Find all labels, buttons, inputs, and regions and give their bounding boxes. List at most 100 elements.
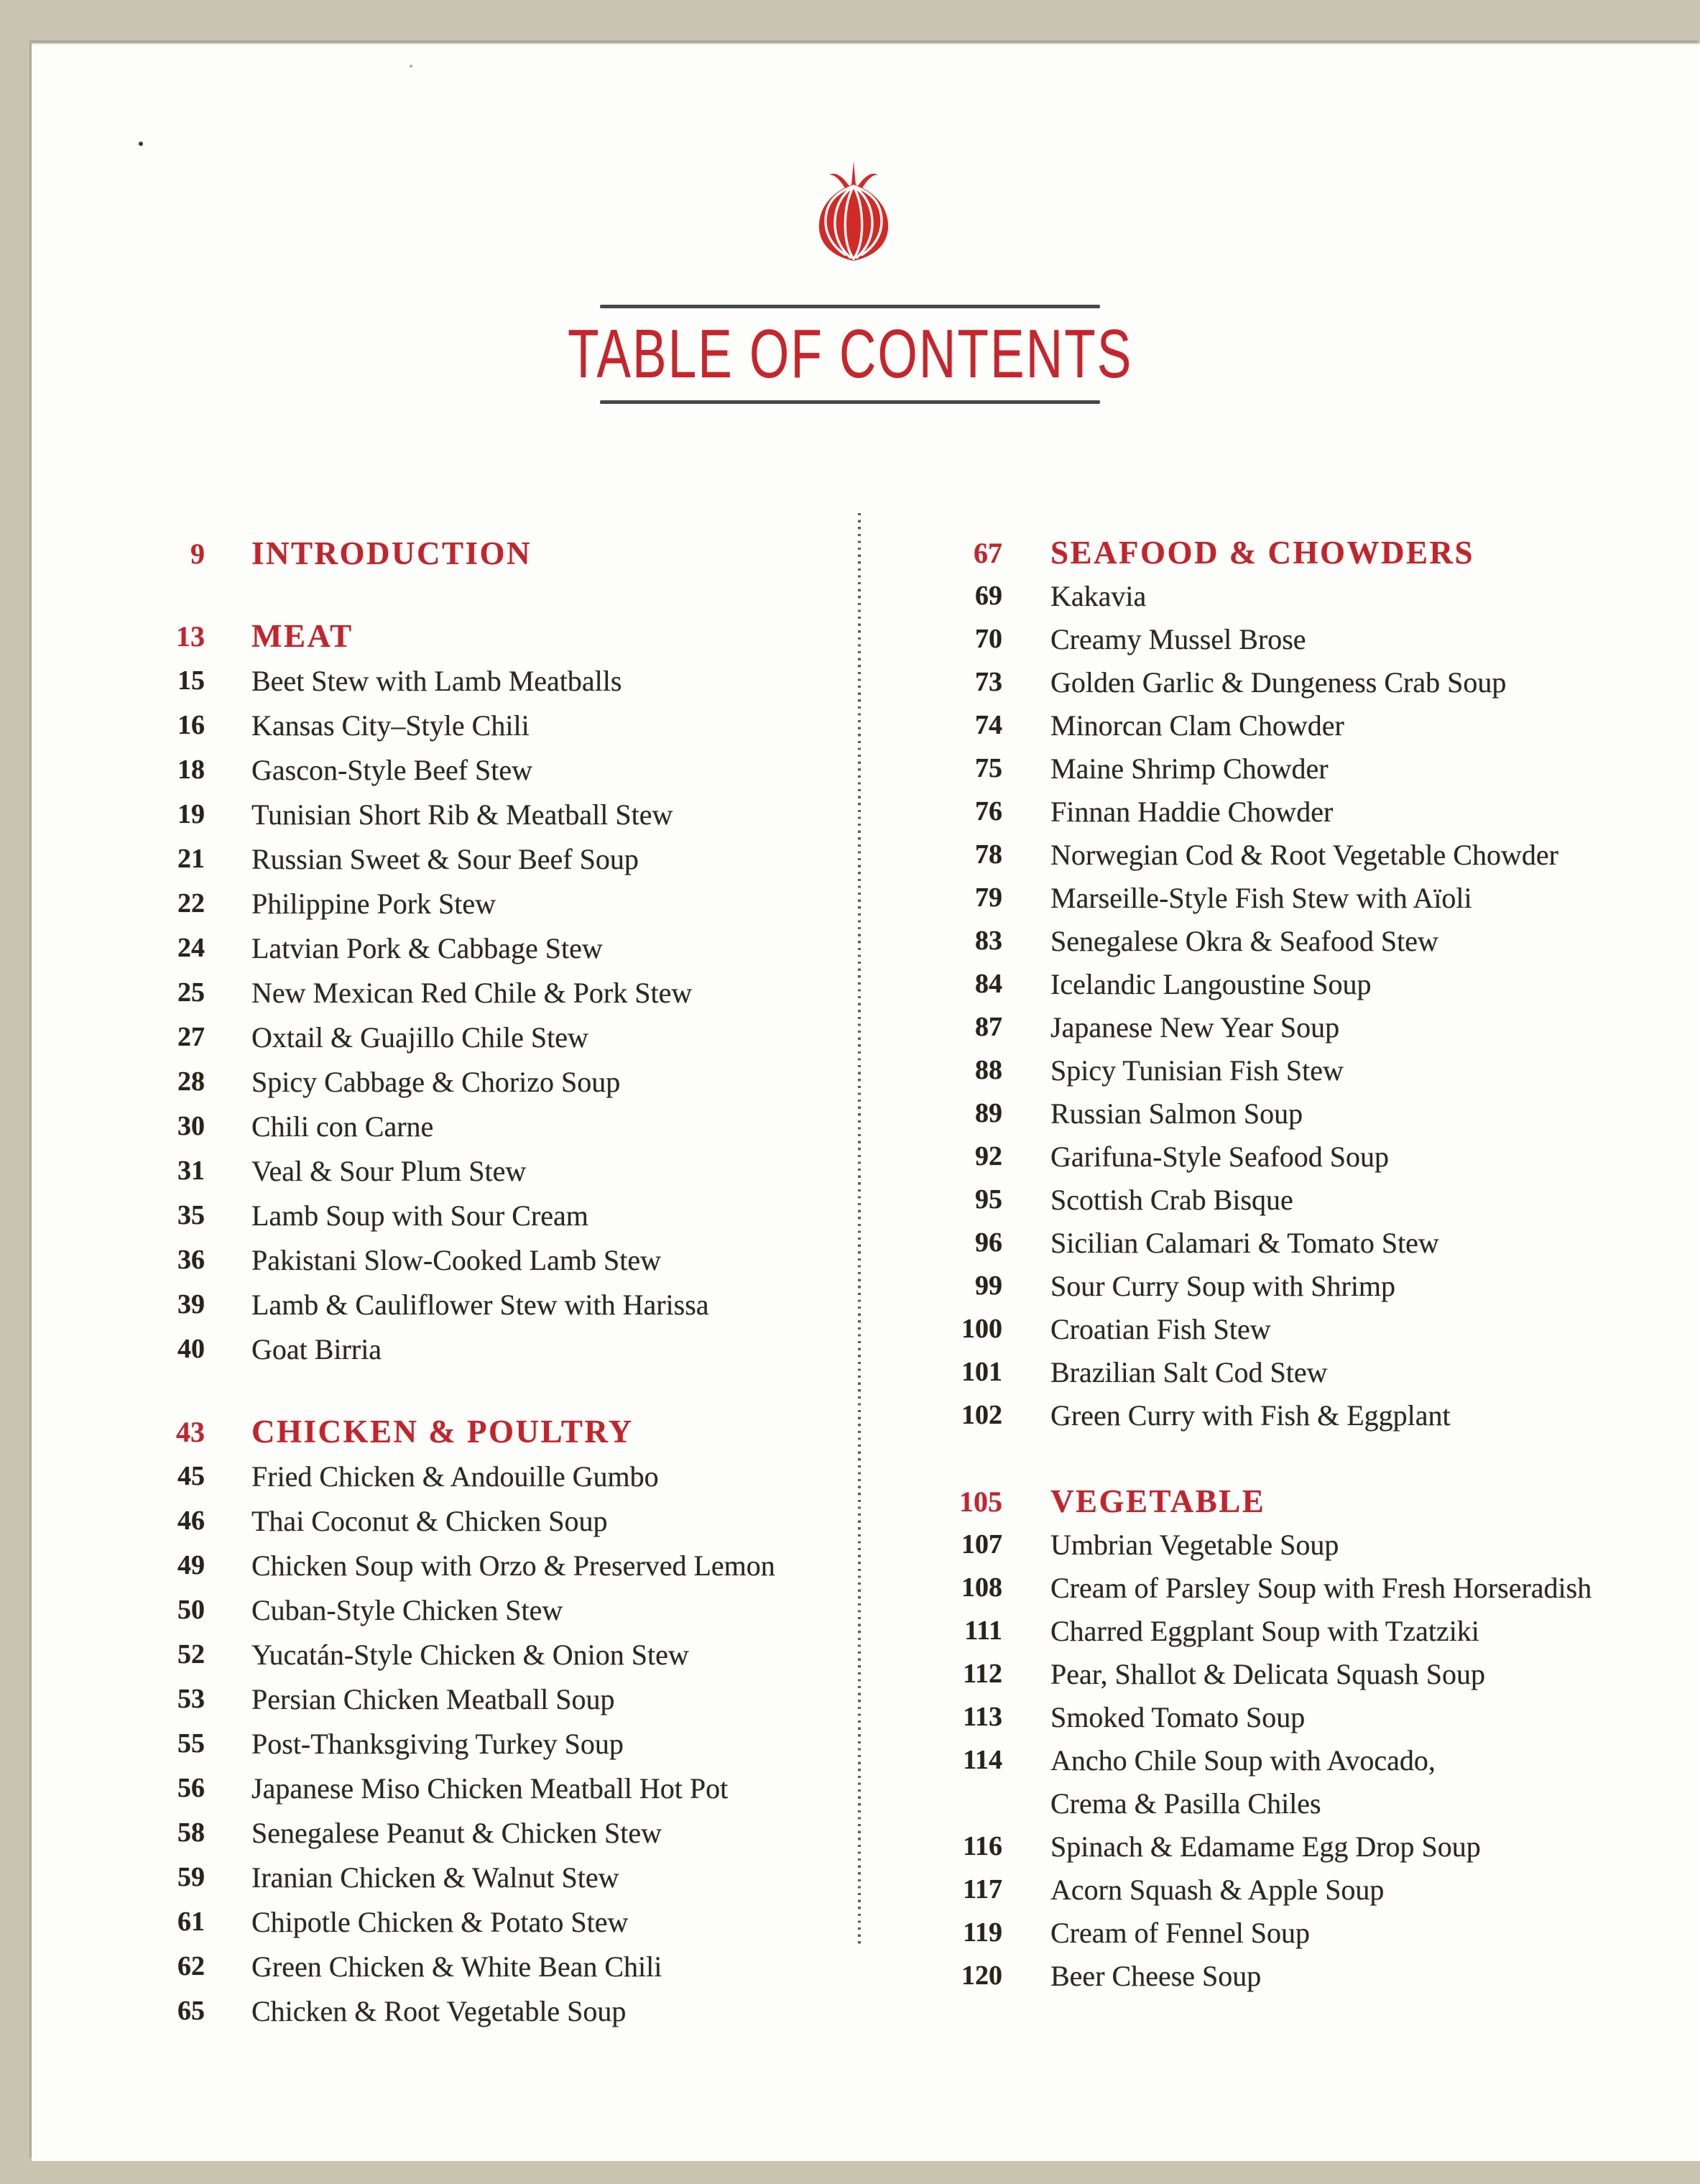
toc-entry-row: 114 Ancho Chile Soup with Avocado, [904,1738,1694,1782]
entry-title: Maine Shrimp Chowder [1050,752,1329,785]
entry-page-number: 18 [177,755,205,785]
entry-title: Creamy Mussel Brose [1050,622,1306,655]
title-bottom-rule [600,400,1100,404]
toc-entry-row: 119 Cream of Fennel Soup [904,1911,1694,1954]
entry-page-number: 116 [963,1831,1002,1861]
entry-page-number: 16 [177,710,205,740]
entry-page-number: 100 [961,1314,1002,1344]
entry-page-number: 69 [975,581,1002,611]
entry-title: Beet Stew with Lamb Meatballs [251,664,622,697]
entry-title: Finnan Haddie Chowder [1050,795,1334,828]
entry-title: Veal & Sour Plum Stew [251,1154,527,1187]
page-header: TABLE OF CONTENTS [568,305,1131,404]
entry-page-number: 36 [177,1245,205,1275]
toc-entry-row: 55 Post-Thanksgiving Turkey Soup [108,1721,866,1766]
entry-title: Thai Coconut & Chicken Soup [251,1504,608,1537]
toc-section-row: 105 VEGETABLE [904,1480,1694,1523]
paper-sheet [32,43,1700,2161]
toc-entry-row: 89 Russian Salmon Soup [904,1092,1694,1135]
entry-page-number: 40 [177,1334,205,1364]
entry-title: Tunisian Short Rib & Meatball Stew [251,798,673,831]
toc-entry-row: 69 Kakavia [904,574,1694,617]
entry-page-number: 56 [177,1773,205,1803]
toc-entry-row: 46 Thai Coconut & Chicken Soup [108,1498,866,1543]
entry-title: Post-Thanksgiving Turkey Soup [251,1727,624,1760]
entry-page-number: 19 [177,799,205,829]
toc-entry-row: 52 Yucatán-Style Chicken & Onion Stew [108,1632,866,1677]
toc-entry-row: 112 Pear, Shallot & Delicata Squash Soup [904,1652,1694,1695]
toc-entry-row: 101 Brazilian Salt Cod Stew [904,1350,1694,1393]
entry-title: Norwegian Cod & Root Vegetable Chowder [1050,838,1558,871]
toc-entry-row: 95 Scottish Crab Bisque [904,1178,1694,1221]
toc-entry-row: 73 Golden Garlic & Dungeness Crab Soup [904,660,1694,704]
section-title: SEAFOOD & CHOWDERS [1050,535,1475,571]
entry-title: Spinach & Edamame Egg Drop Soup [1050,1830,1481,1863]
toc-entry-row: 79 Marseille-Style Fish Stew with Aïoli [904,876,1694,919]
entry-title: Kansas City–Style Chili [251,709,530,742]
entry-title: Pakistani Slow-Cooked Lamb Stew [251,1243,661,1276]
entry-page-number: 111 [964,1616,1002,1646]
toc-entry-row: 102 Green Curry with Fish & Eggplant [904,1393,1694,1437]
title-wrap: TABLE OF CONTENTS [568,308,1131,400]
entry-page-number: 58 [177,1817,205,1848]
entry-title: Japanese New Year Soup [1050,1010,1340,1043]
entry-page-number: 88 [975,1055,1002,1085]
toc-entry-row: 45 Fried Chicken & Andouille Gumbo [108,1454,866,1498]
page-title: TABLE OF CONTENTS [567,315,1133,392]
toc-entry-row: 25 New Mexican Red Chile & Pork Stew [108,970,866,1015]
entry-title: Minorcan Clam Chowder [1050,709,1344,742]
entry-title: Garifuna-Style Seafood Soup [1050,1140,1390,1173]
entry-title: Pear, Shallot & Delicata Squash Soup [1050,1657,1485,1690]
entry-page-number: 50 [177,1595,205,1625]
entry-title: Brazilian Salt Cod Stew [1050,1355,1328,1388]
entry-page-number: 31 [177,1156,205,1186]
toc-entry-row: 21 Russian Sweet & Sour Beef Soup [108,837,866,881]
entry-title: Croatian Fish Stew [1050,1312,1271,1345]
entry-page-number: 96 [975,1227,1002,1258]
entry-page-number: 25 [177,977,205,1008]
entry-page-number: 45 [177,1461,205,1491]
scan-speck [139,142,143,146]
toc-entry-row: 83 Senegalese Okra & Seafood Stew [904,919,1694,962]
entry-page-number: 112 [963,1659,1002,1689]
entry-page-number: 74 [975,710,1002,740]
entry-page-number: 119 [963,1917,1002,1948]
toc-entry-row: 27 Oxtail & Guajillo Chile Stew [108,1015,866,1059]
toc-entry-row: 24 Latvian Pork & Cabbage Stew [108,926,866,970]
entry-title: Umbrian Vegetable Soup [1050,1528,1339,1561]
entry-title: Russian Sweet & Sour Beef Soup [251,842,639,875]
toc-entry-row: 39 Lamb & Cauliflower Stew with Harissa [108,1282,866,1327]
toc-entry-row: 31 Veal & Sour Plum Stew [108,1148,866,1193]
toc-entry-row: 107 Umbrian Vegetable Soup [904,1523,1694,1566]
entry-title: Spicy Cabbage & Chorizo Soup [251,1065,621,1098]
entry-page-number: 59 [177,1862,205,1892]
entry-page-number: 99 [975,1271,1002,1301]
toc-entry-row: 56 Japanese Miso Chicken Meatball Hot Pot [108,1766,866,1810]
toc-entry-row: 111 Charred Eggplant Soup with Tzatziki [904,1609,1694,1652]
entry-page-number: 39 [177,1289,205,1319]
entry-title: Spicy Tunisian Fish Stew [1050,1054,1344,1087]
section-page-number: 13 [176,619,205,653]
entry-page-number: 76 [975,796,1002,826]
entry-page-number: 65 [177,1996,205,2026]
entry-title: Cuban-Style Chicken Stew [251,1593,563,1626]
entry-page-number: 75 [975,753,1002,783]
entry-title: Gascon-Style Beef Stew [251,753,533,786]
entry-page-number: 70 [975,624,1002,654]
entry-title: Scottish Crab Bisque [1050,1183,1293,1216]
entry-page-number: 107 [961,1529,1002,1559]
entry-title: Philippine Pork Stew [251,887,496,920]
entry-page-number: 52 [177,1639,205,1669]
toc-entry-row: 58 Senegalese Peanut & Chicken Stew [108,1810,866,1855]
entry-page-number: 15 [177,665,205,696]
column-divider-dotted [858,513,861,1945]
entry-title: Green Chicken & White Bean Chili [251,1950,662,1983]
toc-entry-row: 30 Chili con Carne [108,1104,866,1148]
toc-entry-row: 78 Norwegian Cod & Root Vegetable Chowder [904,833,1694,876]
toc-entry-row: 59 Iranian Chicken & Walnut Stew [108,1855,866,1899]
toc-entry-row: 87 Japanese New Year Soup [904,1005,1694,1049]
entry-title: Marseille-Style Fish Stew with Aïoli [1050,881,1472,914]
toc-entry-row: 53 Persian Chicken Meatball Soup [108,1677,866,1721]
entry-title: New Mexican Red Chile & Pork Stew [251,976,693,1009]
section-page-number: 67 [974,536,1002,569]
